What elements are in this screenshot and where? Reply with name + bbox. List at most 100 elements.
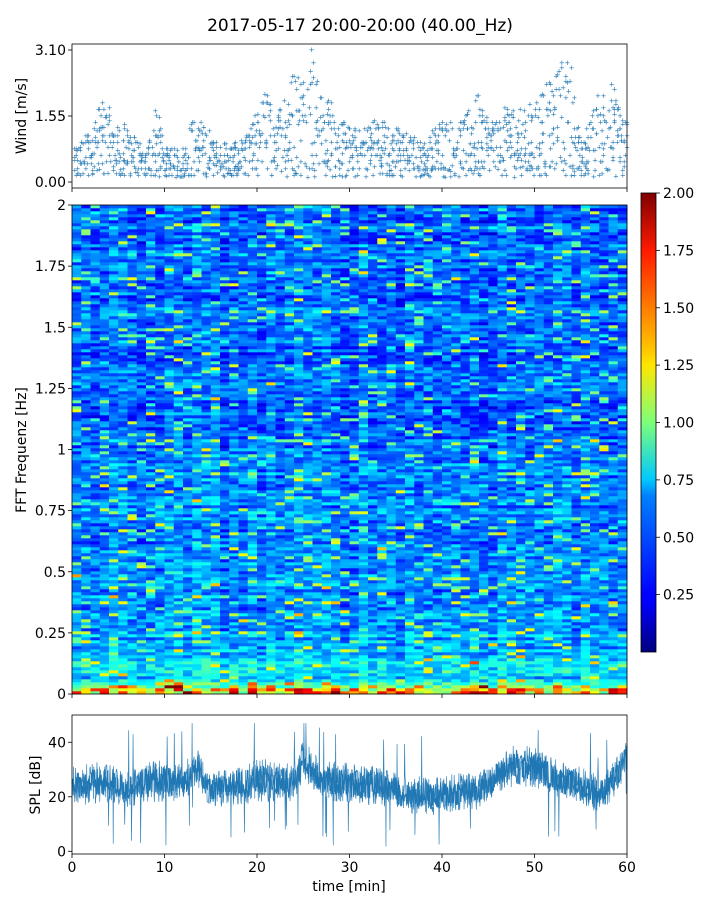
spectrogram-cell [405, 664, 415, 668]
wind-point: + [494, 143, 500, 151]
spectrogram-cell [516, 535, 526, 539]
spectrogram-cell [543, 541, 554, 545]
spectrogram-cell [173, 676, 184, 680]
wind-point: + [138, 152, 144, 160]
wind-point: + [259, 99, 265, 107]
wind-point: + [181, 152, 187, 160]
wind-point: + [94, 167, 100, 175]
spectrogram-cell [368, 586, 378, 590]
spectrogram-cell [497, 529, 508, 533]
wind-point: + [617, 125, 623, 133]
spectrogram-cell [488, 556, 498, 560]
spectrogram-cell [479, 541, 489, 545]
wind-point: + [309, 165, 315, 173]
spectrogram-cell [210, 664, 221, 668]
spectrogram-cell [617, 628, 628, 632]
wind-point: + [265, 92, 271, 100]
wind-point: + [180, 173, 186, 181]
spectrogram-cell [395, 679, 406, 683]
spectrogram-cell [414, 676, 424, 680]
wind-point: + [415, 138, 421, 146]
spectrogram-cell [432, 682, 443, 686]
spectrogram-cell [247, 613, 258, 617]
spectrogram-cell [358, 529, 369, 533]
spectrogram-cell [127, 655, 138, 659]
spectrogram-cell [580, 550, 591, 554]
spectrogram-cell [220, 691, 230, 695]
wind-point: + [104, 158, 110, 166]
spectrogram-cell [109, 532, 119, 536]
spectrogram-cell [321, 664, 332, 668]
spectrogram-cell [543, 598, 554, 602]
wind-point: + [198, 127, 204, 135]
spectrogram-cell [358, 622, 369, 626]
wind-point: + [592, 157, 598, 165]
spectrogram-cell [72, 619, 82, 623]
spectrogram-cell [590, 517, 600, 521]
wind-point: + [90, 170, 96, 178]
spectrogram-cell [423, 664, 434, 668]
wind-point: + [195, 166, 201, 174]
spectrogram-cell [497, 607, 508, 611]
wind-point: + [391, 132, 397, 140]
wind-point: + [254, 140, 260, 148]
spectrogram-cell [210, 574, 221, 578]
spectrogram-cell [553, 562, 563, 566]
spectrogram-cell [275, 688, 286, 692]
wind-point: + [202, 150, 208, 158]
spectrogram-cell [358, 574, 369, 578]
wind-point: + [560, 166, 566, 174]
spectrogram-cell [192, 682, 202, 686]
wind-point: + [430, 153, 436, 161]
spectrogram-cell [127, 610, 138, 614]
wind-point: + [348, 140, 354, 148]
spectrogram-cell [358, 562, 369, 566]
wind-point: + [607, 143, 613, 151]
spectrogram-cell [442, 550, 452, 554]
spectrogram-cell [368, 613, 378, 617]
spectrogram-cell [275, 652, 286, 656]
spectrogram-cell [257, 646, 267, 650]
wind-point: + [546, 163, 552, 171]
spectrogram-cell [220, 643, 230, 647]
wind-point: + [195, 153, 201, 161]
spectrogram-cell [127, 598, 138, 602]
wind-point: + [224, 152, 230, 160]
wind-point: + [73, 171, 79, 179]
spectrogram-cell [155, 598, 165, 602]
wind-point: + [488, 143, 494, 151]
spectrogram-cell [192, 664, 202, 668]
spectrogram-cell [590, 529, 600, 533]
spectrogram-cell [229, 658, 239, 662]
wind-point: + [112, 157, 118, 165]
spectrogram-cell [173, 562, 184, 566]
wind-point: + [530, 114, 536, 122]
wind-point: + [218, 152, 224, 160]
spectrogram-cell [247, 682, 258, 686]
spectrogram-cell [275, 574, 286, 578]
spectrogram-cell [109, 601, 119, 605]
spectrogram-cell [183, 583, 193, 587]
spectrogram-cell [201, 595, 212, 599]
spectrogram-cell [331, 568, 341, 572]
spectrogram-cell [238, 670, 249, 674]
spectrogram-cell [340, 574, 350, 578]
spectrogram-cell [423, 526, 434, 530]
spectrogram-cell [590, 661, 600, 665]
spectrogram-cell [275, 610, 286, 614]
wind-point: + [401, 132, 407, 140]
spectrogram-cell [506, 571, 517, 575]
wind-point: + [86, 171, 92, 179]
spectrogram-cell [257, 517, 267, 521]
wind-point: + [423, 163, 429, 171]
spectrogram-cell [146, 565, 156, 569]
wind-point: + [287, 138, 293, 146]
spectrogram-cell [155, 649, 165, 653]
wind-point: + [553, 86, 559, 94]
spectrogram-cell [349, 631, 360, 635]
wind-point: + [319, 127, 325, 135]
spectrogram-cell [275, 589, 286, 593]
wind-point: + [97, 105, 103, 113]
spectrogram-cell [617, 640, 628, 644]
wind-point: + [329, 150, 335, 158]
